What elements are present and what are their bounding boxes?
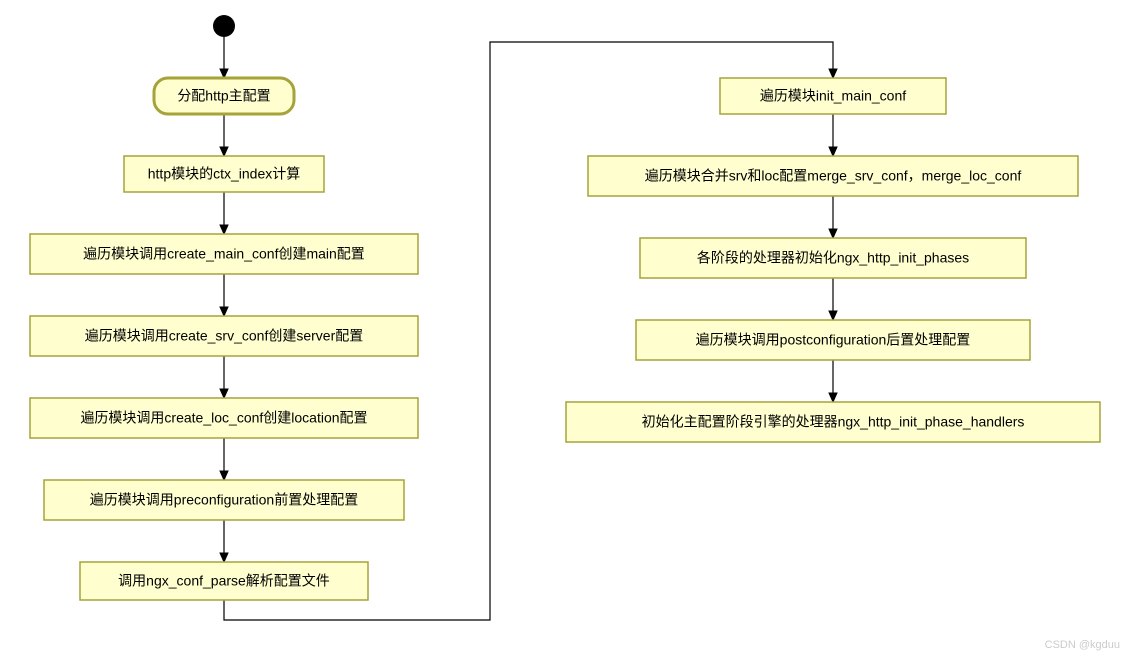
flow-node-label-n12: 初始化主配置阶段引擎的处理器ngx_http_init_phase_handle… [642, 414, 1025, 430]
flow-node-label-n10: 各阶段的处理器初始化ngx_http_init_phases [697, 250, 969, 266]
flow-node-label-n5: 遍历模块调用create_loc_conf创建location配置 [80, 410, 367, 426]
flow-node-label-n2: http模块的ctx_index计算 [148, 166, 301, 182]
flow-node-label-n8: 遍历模块init_main_conf [760, 88, 906, 104]
flow-node-label-n7: 调用ngx_conf_parse解析配置文件 [118, 573, 330, 589]
flow-node-label-n11: 遍历模块调用postconfiguration后置处理配置 [696, 332, 971, 348]
start-node [213, 15, 235, 37]
flow-node-label-n9: 遍历模块合并srv和loc配置merge_srv_conf，merge_loc_… [645, 168, 1022, 184]
flow-node-label-n4: 遍历模块调用create_srv_conf创建server配置 [85, 328, 364, 344]
flow-node-label-n6: 遍历模块调用preconfiguration前置处理配置 [90, 492, 358, 508]
flow-node-label-n3: 遍历模块调用create_main_conf创建main配置 [83, 246, 365, 262]
watermark-text: CSDN @kgduu [1045, 639, 1120, 651]
flow-node-label-n1: 分配http主配置 [177, 88, 270, 104]
